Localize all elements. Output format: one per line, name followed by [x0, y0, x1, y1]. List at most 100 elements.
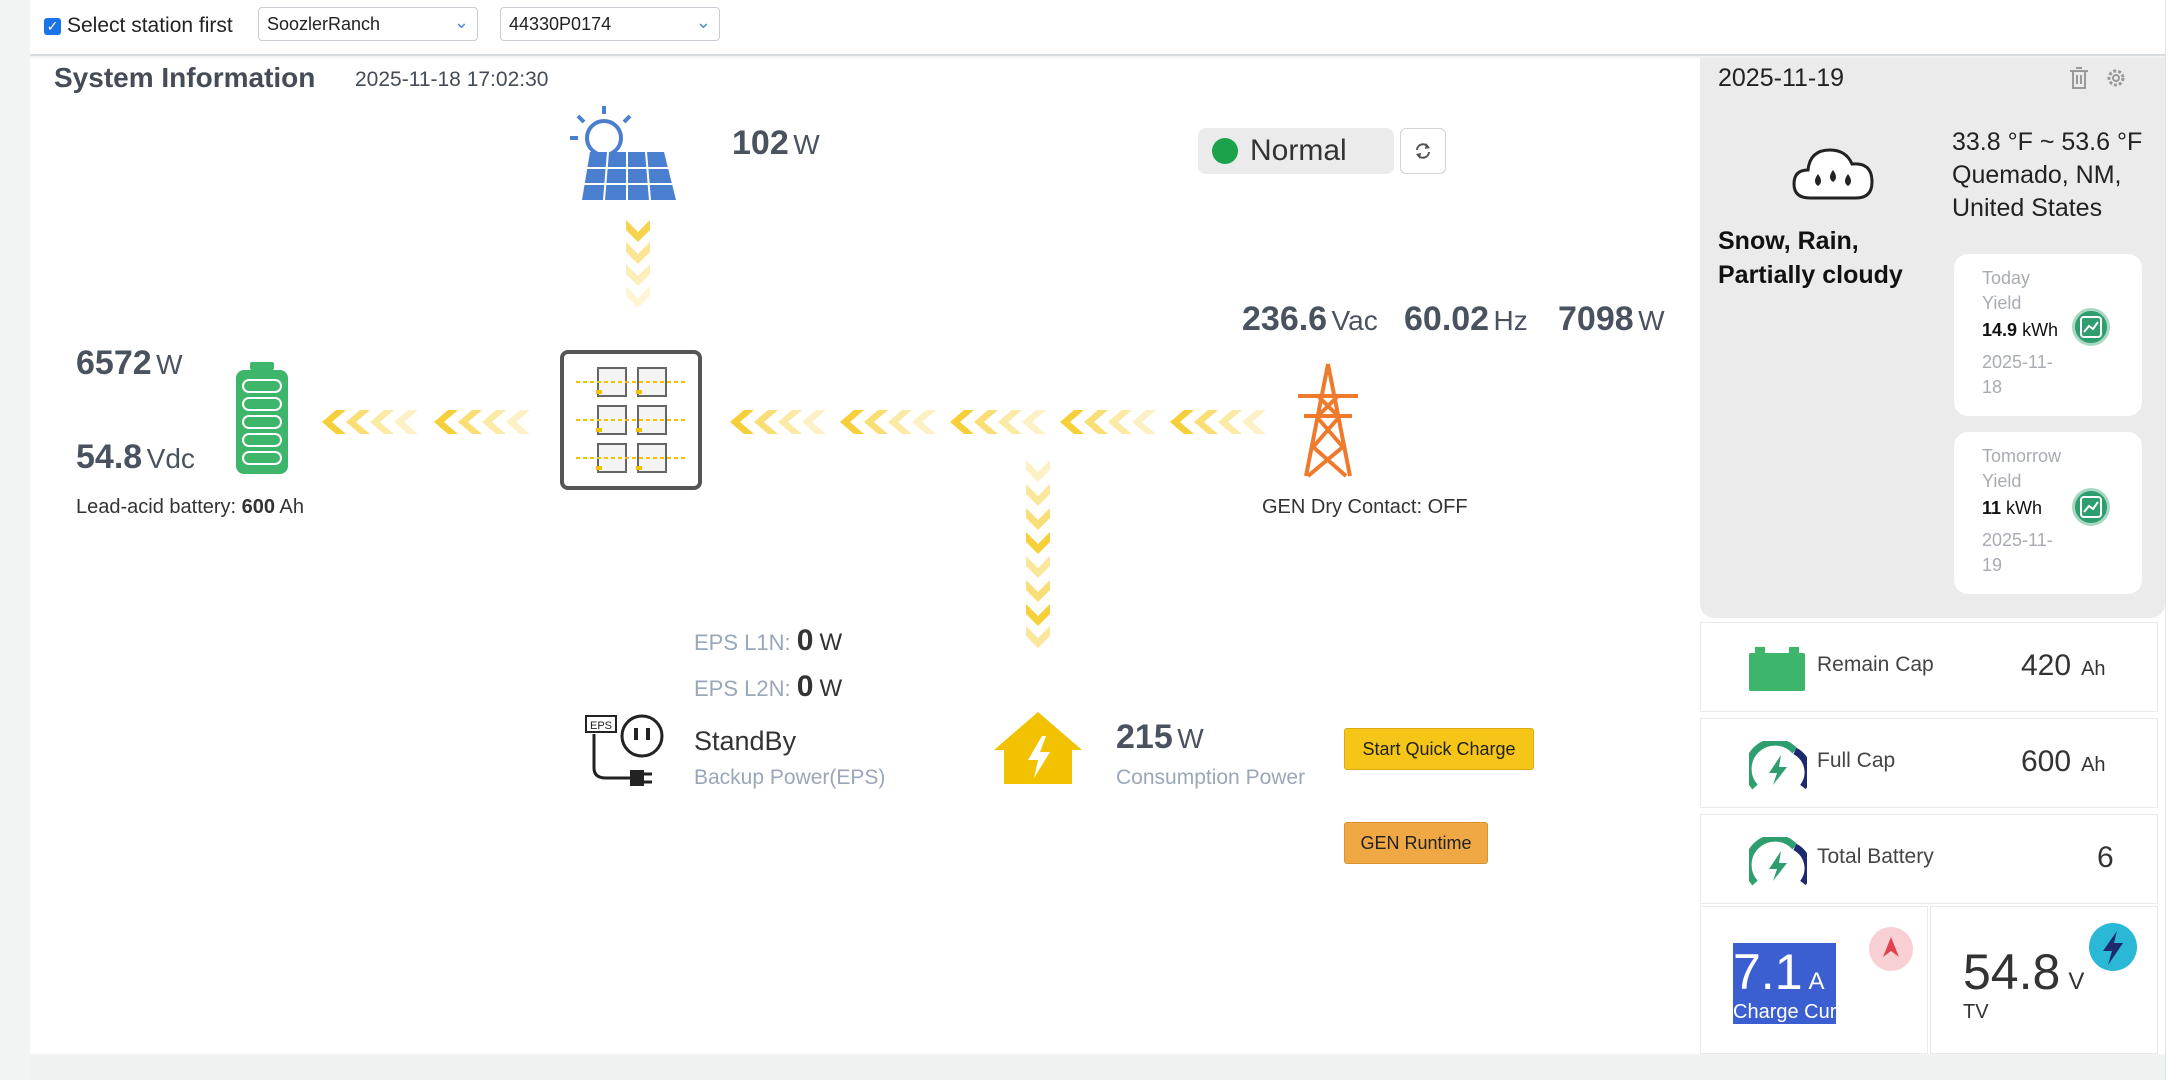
flow-inverter-to-battery — [322, 410, 530, 434]
load-power-value: 215 — [1116, 718, 1173, 756]
eps-l1n-label: EPS L1N: — [694, 630, 791, 655]
tomorrow-yield-card: Tomorrow Yield 11 kWh 2025-11- 19 — [1954, 432, 2142, 594]
load-power-readout: 215 W — [1116, 718, 1204, 757]
tomorrow-yield-label: Tomorrow — [1982, 446, 2062, 466]
select-station-checkbox[interactable]: ✓ Select station first — [44, 14, 233, 38]
load-power-unit: W — [1177, 723, 1204, 754]
grid-voltage-readout: 236.6 Vac — [1242, 300, 1378, 339]
today-yield-label2: Yield — [1982, 293, 2022, 313]
yield-trend-icon — [2072, 308, 2110, 346]
eps-l2n-value: 0 — [796, 670, 814, 703]
grid-power-readout: 7098 W — [1558, 300, 1665, 339]
grid-power-value: 7098 — [1558, 300, 1634, 338]
station-select-value: SoozlerRanch — [267, 14, 381, 34]
eps-icon-text: EPS — [590, 720, 612, 732]
chevron-down-icon: ⌄ — [695, 12, 711, 32]
gauge-bolt-icon — [1749, 741, 1807, 790]
eps-plug-icon: EPS — [585, 714, 664, 786]
gauge-bolt-icon — [1749, 837, 1807, 886]
grid-voltage-unit: Vac — [1331, 305, 1378, 336]
today-yield-card: Today Yield 14.9 kWh 2025-11- 18 — [1954, 254, 2142, 416]
station-select[interactable]: SoozlerRanch ⌄ — [258, 7, 478, 41]
total-battery-value: 6 — [2097, 841, 2114, 874]
checkbox-check-icon: ✓ — [44, 17, 61, 35]
solar-power-readout: 102 W — [732, 124, 820, 163]
today-yield-value-row: 14.9 kWh — [1982, 320, 2058, 341]
status-dot-icon — [1212, 138, 1238, 164]
top-toolbar: ✓ Select station first SoozlerRanch ⌄ 44… — [30, 0, 2165, 56]
bottom-strip — [30, 1056, 2165, 1080]
solar-power-unit: W — [793, 129, 820, 160]
refresh-button[interactable] — [1400, 128, 1446, 174]
total-voltage-label: TV — [1963, 1001, 1989, 1023]
right-sidebar: 2025-11-19 33.8 °F ~ 53.6 °F Quemado, NM… — [1700, 58, 2165, 1054]
eps-caption: Backup Power(EPS) — [694, 766, 886, 789]
full-cap-label: Full Cap — [1817, 749, 1896, 772]
today-yield-unit: kWh — [2022, 320, 2059, 340]
today-yield-date2: 18 — [1982, 377, 2003, 397]
timestamp: 2025-11-18 17:02:30 — [355, 68, 549, 91]
energy-flow-diagram — [322, 220, 1266, 648]
remain-cap-row: Remain Cap 420 Ah — [1700, 622, 2158, 712]
weather-description: Snow, Rain, Partially cloudy — [1718, 227, 1903, 289]
battery-voltage-readout: 54.8 Vdc — [76, 438, 195, 477]
total-battery-label: Total Battery — [1817, 845, 1934, 868]
scrollbar[interactable] — [2165, 0, 2183, 1080]
total-voltage-card: 54.8 V TV — [1930, 906, 2158, 1054]
battery-capacity-value: 600 — [241, 496, 276, 518]
eps-status: StandBy — [694, 726, 797, 756]
battery-icon — [236, 362, 288, 474]
page-title: System Information — [54, 62, 316, 93]
battery-power-unit: W — [156, 349, 183, 380]
charge-current-label: Charge Cur — [1733, 1001, 1837, 1023]
charge-current-selection: 7.1 A Charge Cur — [1733, 943, 1837, 1024]
tomorrow-yield-date2: 19 — [1982, 555, 2003, 575]
grid-frequency-unit: Hz — [1493, 305, 1528, 336]
battery-power-readout: 6572 W — [76, 344, 183, 383]
status-badge: Normal — [1198, 128, 1394, 174]
weather-card: 2025-11-19 33.8 °F ~ 53.6 °F Quemado, NM… — [1700, 58, 2165, 618]
weather-cloud-rain-icon — [1792, 148, 1874, 200]
weather-temperature-block: 33.8 °F ~ 53.6 °F Quemado, NM, United St… — [1952, 126, 2162, 225]
full-cap-row: Full Cap 600 Ah — [1700, 718, 2158, 808]
system-information-panel: System Information 2025-11-18 17:02:30 — [30, 58, 1700, 1054]
grid-power-unit: W — [1638, 305, 1665, 336]
charge-arrow-up-icon — [1869, 927, 1913, 971]
battery-box-icon — [1749, 647, 1805, 691]
trash-icon[interactable] — [2068, 66, 2090, 90]
full-cap-unit: Ah — [2081, 754, 2106, 776]
charge-current-card: 7.1 A Charge Cur — [1700, 906, 1928, 1054]
device-select-value: 44330P0174 — [509, 14, 612, 34]
remain-cap-readout: 420 Ah — [2021, 649, 2106, 683]
full-cap-readout: 600 Ah — [2021, 745, 2106, 779]
solar-panel-icon — [570, 106, 676, 201]
weather-location: Quemado, NM, United States — [1952, 161, 2122, 222]
battery-voltage-value: 54.8 — [76, 438, 143, 476]
today-yield-value: 14.9 — [1982, 320, 2018, 340]
grid-frequency-readout: 60.02 Hz — [1404, 300, 1528, 339]
charge-current-unit: A — [1808, 968, 1825, 995]
battery-capacity-unit: Ah — [279, 496, 304, 518]
battery-power-value: 6572 — [76, 344, 152, 382]
full-cap-value: 600 — [2021, 745, 2072, 778]
remain-cap-unit: Ah — [2081, 658, 2106, 680]
device-select[interactable]: 44330P0174 ⌄ — [500, 7, 720, 41]
grid-voltage-value: 236.6 — [1242, 300, 1328, 338]
gen-runtime-button[interactable]: GEN Runtime — [1344, 822, 1488, 864]
weather-temp-range: 33.8 °F ~ 53.6 °F — [1952, 128, 2143, 156]
today-yield-label: Today — [1982, 268, 2031, 288]
weather-date: 2025-11-19 — [1718, 64, 1845, 92]
bolt-icon — [2089, 923, 2137, 971]
battery-type-text: Lead-acid battery: — [76, 496, 237, 518]
battery-type-label: Lead-acid battery: 600 Ah — [76, 496, 304, 519]
gen-dry-contact-label: GEN Dry Contact: OFF — [1262, 496, 1468, 518]
flow-solar-to-inverter — [626, 220, 650, 308]
gear-icon[interactable] — [2104, 66, 2128, 90]
start-quick-charge-button[interactable]: Start Quick Charge — [1344, 728, 1534, 770]
battery-voltage-unit: Vdc — [146, 443, 195, 474]
total-voltage-value: 54.8 — [1963, 944, 2061, 1000]
flow-to-load — [1026, 460, 1050, 648]
tomorrow-yield-value: 11 — [1982, 498, 2002, 518]
eps-l1n-value: 0 — [796, 624, 814, 657]
tomorrow-yield-unit: kWh — [2006, 498, 2043, 518]
